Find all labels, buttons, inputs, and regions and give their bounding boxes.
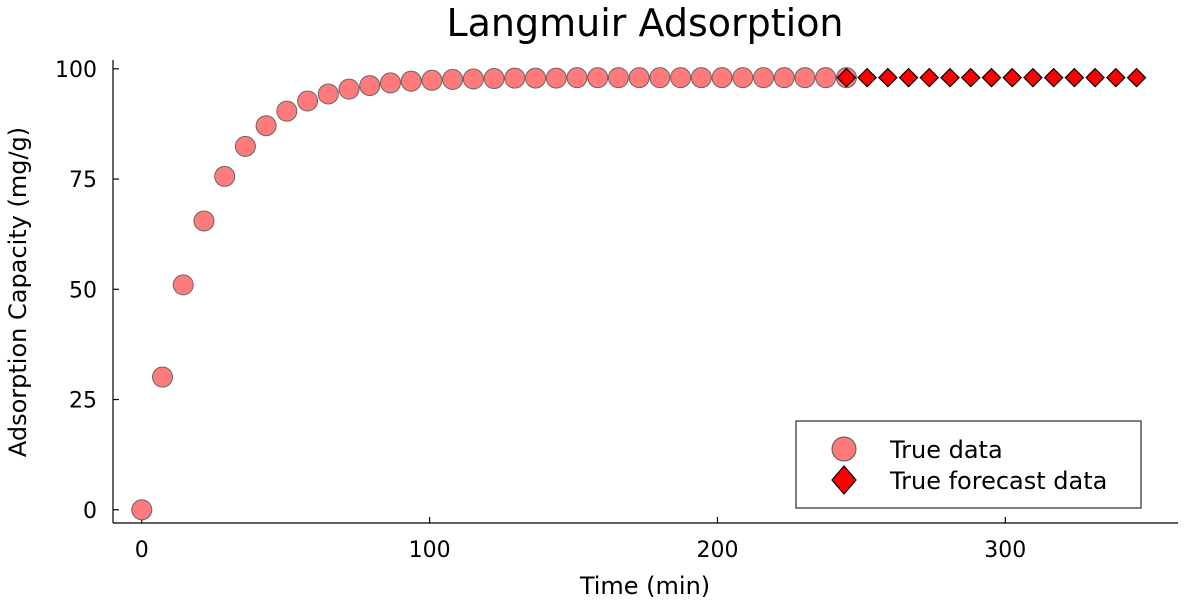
- true-forecast-data-point: [960, 67, 981, 88]
- true-data-point: [607, 67, 629, 89]
- x-tick-label: 200: [696, 538, 738, 563]
- x-ticks: 0 100 200 300: [135, 517, 1026, 563]
- true-data-point: [815, 67, 837, 89]
- true-data-point: [525, 67, 547, 89]
- true-data-point: [172, 274, 194, 296]
- true-data-point: [732, 67, 754, 89]
- true-data-point: [421, 69, 443, 91]
- true-data-point: [214, 165, 236, 187]
- legend-marker-true-data: [831, 436, 857, 462]
- true-data-point: [670, 67, 692, 89]
- true-forecast-data-point: [1043, 67, 1064, 88]
- true-forecast-data-point: [836, 67, 857, 88]
- true-data-point: [255, 115, 277, 137]
- legend: True data True forecast data: [795, 420, 1142, 509]
- true-forecast-data-point: [857, 67, 877, 88]
- y-ticks: 0 25 50 75 100: [55, 58, 119, 524]
- true-data-point: [794, 67, 816, 89]
- true-forecast-data-point: [1023, 67, 1043, 88]
- true-data-point: [587, 67, 609, 89]
- true-forecast-data-point: [1085, 67, 1105, 88]
- true-data-point: [649, 67, 671, 89]
- y-axis-label: Adsorption Capacity (mg/g): [4, 127, 32, 457]
- true-data-point: [566, 67, 588, 89]
- chart-title: Langmuir Adsorption: [446, 1, 843, 45]
- true-data-point: [483, 68, 505, 90]
- true-forecast-data-point: [981, 67, 1002, 88]
- legend-box: [795, 420, 1142, 509]
- y-tick-label: 100: [55, 58, 97, 83]
- true-data-point: [462, 68, 484, 90]
- x-tick-label: 100: [409, 538, 451, 563]
- true-forecast-data-point: [898, 67, 919, 88]
- true-data-point: [152, 366, 174, 388]
- y-tick-label: 25: [69, 389, 97, 414]
- y-tick-label: 75: [69, 168, 97, 193]
- true-data-point: [628, 67, 650, 89]
- true-data-point: [131, 499, 153, 521]
- true-data-point: [359, 75, 381, 97]
- true-forecast-data-point: [1064, 67, 1085, 88]
- data-points: [131, 67, 1147, 521]
- x-tick-label: 300: [984, 538, 1026, 563]
- true-forecast-data-point: [1105, 67, 1126, 88]
- true-data-point: [400, 70, 422, 92]
- true-data-point: [545, 67, 567, 89]
- true-data-point: [773, 67, 795, 89]
- true-data-point: [711, 67, 733, 89]
- true-data-point: [338, 78, 360, 100]
- y-tick-label: 50: [69, 278, 97, 303]
- legend-marker-true-forecast-data: [831, 465, 857, 495]
- true-data-point: [234, 135, 256, 157]
- y-tick-label: 0: [83, 499, 97, 524]
- true-forecast-data-point: [940, 67, 960, 88]
- x-axis-label: Time (min): [579, 572, 710, 600]
- true-data-point: [504, 67, 526, 89]
- true-data-point: [276, 100, 298, 122]
- true-data-point: [690, 67, 712, 89]
- true-data-point: [442, 68, 464, 90]
- true-forecast-data-point: [919, 67, 940, 88]
- legend-label-true-forecast-data: True forecast data: [889, 467, 1107, 495]
- true-data-point: [317, 83, 339, 105]
- legend-label-true-data: True data: [889, 436, 1003, 464]
- true-forecast-data-point: [1126, 67, 1147, 88]
- x-tick-label: 0: [135, 538, 149, 563]
- true-data-point: [193, 210, 215, 232]
- true-data-point: [297, 90, 319, 112]
- true-data-point: [379, 72, 401, 94]
- true-data-point: [753, 67, 775, 89]
- true-forecast-data-point: [1002, 67, 1023, 88]
- true-forecast-data-point: [878, 67, 898, 88]
